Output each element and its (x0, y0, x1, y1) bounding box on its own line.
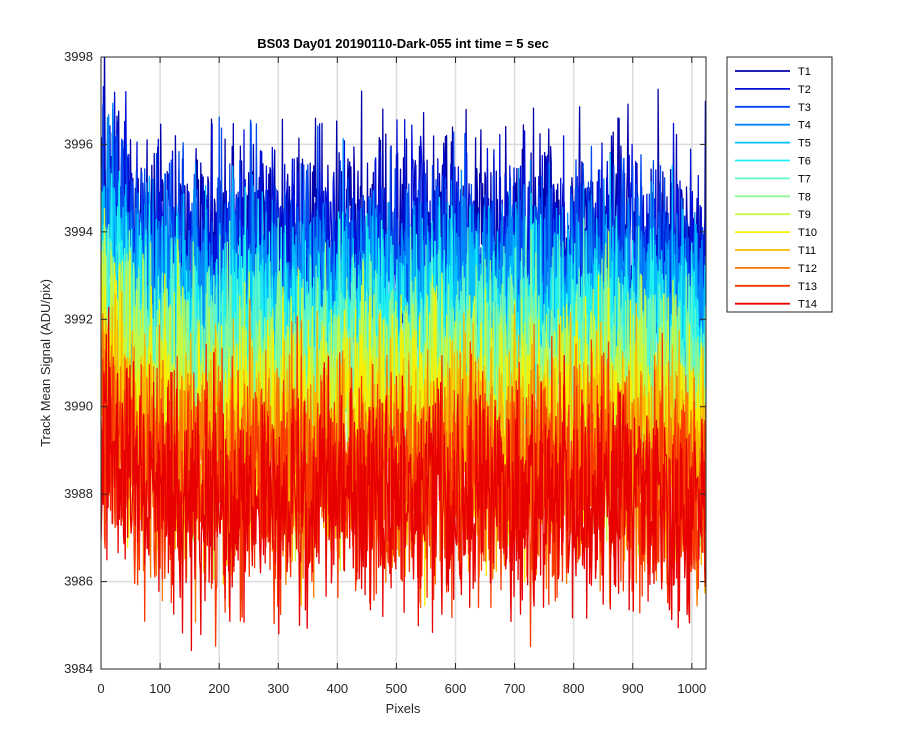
x-axis-label: Pixels (386, 701, 421, 716)
x-tick-label: 200 (208, 681, 230, 696)
x-tick-label: 0 (97, 681, 104, 696)
legend-item-t3: T3 (735, 102, 811, 114)
legend-item-t14: T14 (735, 299, 817, 311)
legend-label: T11 (798, 245, 816, 257)
x-tick-label: 900 (622, 681, 644, 696)
series-lines (101, 57, 706, 652)
chart-title: BS03 Day01 20190110-Dark-055 int time = … (257, 36, 549, 51)
legend-item-t13: T13 (735, 281, 817, 293)
legend-label: T1 (798, 66, 811, 78)
legend-label: T6 (798, 156, 811, 168)
legend-label: T7 (798, 173, 811, 185)
x-tick-label: 1000 (677, 681, 706, 696)
legend: T1 T2 T3 T4 T5 T6 T7 T8 T9 T10 T11 T12 T13 T14 (726, 56, 833, 313)
legend-label: T9 (798, 209, 811, 221)
x-tick-label: 400 (326, 681, 348, 696)
legend-item-t11: T11 (735, 245, 816, 257)
legend-label: T2 (798, 84, 811, 96)
x-tick-label: 500 (386, 681, 408, 696)
legend-item-t2: T2 (735, 84, 811, 96)
legend-item-t4: T4 (735, 120, 811, 132)
y-axis-label: Track Mean Signal (ADU/pix) (38, 279, 53, 447)
legend-item-t8: T8 (735, 191, 811, 203)
y-tick-label: 3992 (64, 311, 93, 326)
legend-label: T10 (798, 227, 817, 239)
legend-label: T13 (798, 281, 817, 293)
legend-label: T4 (798, 120, 811, 132)
x-tick-label: 800 (563, 681, 585, 696)
legend-label: T14 (798, 299, 817, 311)
y-tick-label: 3996 (64, 136, 93, 151)
y-tick-label: 3994 (64, 224, 93, 239)
legend-item-t9: T9 (735, 209, 811, 221)
plot-frame (100, 56, 707, 670)
legend-label: T3 (798, 102, 811, 114)
legend-box (726, 56, 833, 313)
x-tick-label: 300 (267, 681, 289, 696)
series-line-t14 (101, 306, 706, 652)
y-tick-label: 3984 (64, 661, 93, 676)
legend-label: T8 (798, 191, 811, 203)
y-tick-label: 3998 (64, 49, 93, 64)
y-tick-label: 3988 (64, 486, 93, 501)
legend-item-t7: T7 (735, 173, 811, 185)
legend-item-t10: T10 (735, 227, 817, 239)
legend-item-t1: T1 (735, 66, 811, 78)
legend-label: T5 (798, 138, 811, 150)
legend-item-t12: T12 (735, 263, 817, 275)
y-tick-label: 3986 (64, 574, 93, 589)
legend-item-t6: T6 (735, 156, 811, 168)
x-tick-label: 700 (504, 681, 526, 696)
legend-item-t5: T5 (735, 138, 811, 150)
x-tick-label: 600 (445, 681, 467, 696)
legend-label: T12 (798, 263, 817, 275)
axis-ticks: 0 100 200 300 400 500 600 700 800 900 1000 3984 3986… (64, 49, 706, 696)
y-tick-label: 3990 (64, 399, 93, 414)
x-tick-label: 100 (149, 681, 171, 696)
